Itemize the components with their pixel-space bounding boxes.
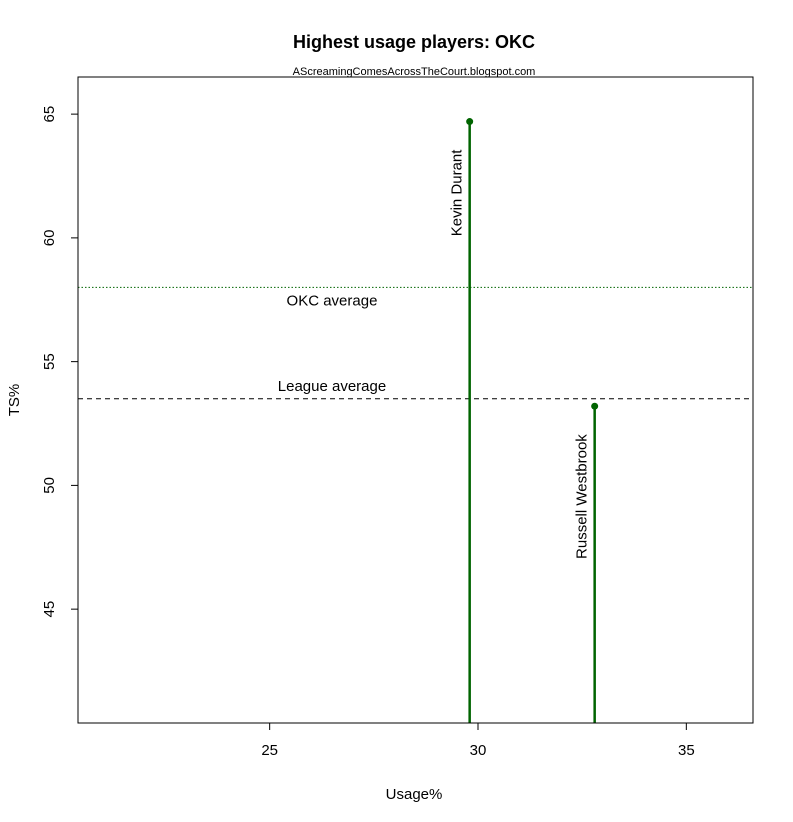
plot-frame <box>77 76 754 724</box>
x-axis: 25 30 35 <box>261 722 695 759</box>
point-label-1: Russell Westbrook <box>574 434 591 559</box>
chart-title: Highest usage players: OKC <box>293 32 535 52</box>
y-tick-label-4: 65 <box>41 106 58 123</box>
y-tick-label-3: 60 <box>41 230 58 247</box>
x-tick-label-0: 25 <box>261 742 278 759</box>
x-axis-label: Usage% <box>386 786 443 803</box>
x-tick-label-2: 35 <box>678 742 695 759</box>
data-point-0 <box>466 118 474 126</box>
y-axis-label: TS% <box>6 384 23 417</box>
x-tick-label-1: 30 <box>470 742 487 759</box>
reference-line-label-0: OKC average <box>287 292 378 309</box>
chart-subtitle: AScreamingComesAcrossTheCourt.blogspot.c… <box>293 66 536 78</box>
plot-area: OKC average League average Kevin Durant Rus… <box>78 118 753 723</box>
reference-line-label-1: League average <box>278 378 386 395</box>
data-point-1 <box>591 402 599 410</box>
y-tick-label-2: 55 <box>41 353 58 370</box>
y-tick-label-1: 50 <box>41 477 58 494</box>
y-tick-label-0: 45 <box>41 601 58 618</box>
y-axis: 45 50 55 60 65 <box>41 106 79 618</box>
point-label-0: Kevin Durant <box>449 149 466 237</box>
